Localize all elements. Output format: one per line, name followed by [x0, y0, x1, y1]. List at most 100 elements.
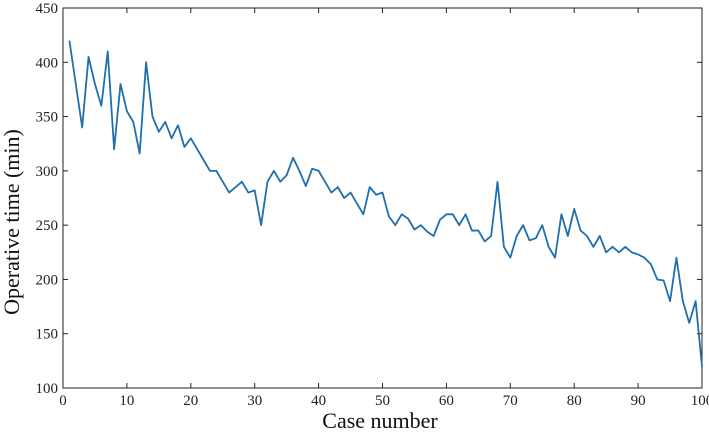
data-point — [618, 251, 620, 253]
data-point — [471, 230, 473, 232]
data-point — [331, 192, 333, 194]
data-point — [222, 181, 224, 183]
data-point — [446, 213, 448, 215]
data-point — [433, 235, 435, 237]
data-point — [184, 146, 186, 148]
data-point — [644, 257, 646, 259]
x-tick-label: 30 — [247, 393, 262, 409]
data-point — [209, 170, 211, 172]
data-point — [94, 83, 96, 85]
data-point — [637, 254, 639, 256]
data-point — [394, 224, 396, 226]
data-point — [286, 174, 288, 176]
data-point — [241, 181, 243, 183]
data-point — [139, 153, 141, 155]
data-point — [81, 127, 83, 129]
data-point — [631, 251, 633, 253]
data-point — [586, 235, 588, 237]
data-point — [350, 192, 352, 194]
data-point — [203, 159, 205, 161]
series-line — [68, 40, 703, 367]
y-axis-title: Operative time (min) — [0, 129, 24, 315]
data-point — [279, 181, 281, 183]
data-point — [324, 181, 326, 183]
data-point — [529, 240, 531, 242]
data-point — [535, 237, 537, 239]
data-point — [554, 257, 556, 259]
data-point — [478, 230, 480, 232]
y-tick-label: 300 — [36, 164, 59, 180]
x-tick-label: 80 — [567, 393, 582, 409]
data-point — [510, 257, 512, 259]
data-point — [120, 83, 122, 85]
data-point — [682, 300, 684, 302]
data-point — [260, 224, 262, 226]
data-point — [573, 208, 575, 210]
data-point — [171, 137, 173, 139]
y-tick-label: 400 — [36, 55, 59, 71]
data-point — [145, 61, 147, 63]
x-tick-label: 50 — [375, 393, 390, 409]
data-point — [465, 213, 467, 215]
data-point — [548, 246, 550, 248]
data-point — [292, 157, 294, 159]
data-point — [299, 170, 301, 172]
data-point — [382, 192, 384, 194]
y-tick-label: 150 — [36, 327, 59, 343]
data-point — [69, 40, 71, 42]
data-point — [369, 186, 371, 188]
data-point — [152, 116, 154, 118]
data-point — [497, 181, 499, 183]
data-point — [688, 322, 690, 324]
x-tick-label: 0 — [59, 393, 67, 409]
data-point — [522, 224, 524, 226]
data-point — [132, 121, 134, 123]
plot-frame — [62, 7, 703, 389]
data-point — [343, 197, 345, 199]
data-point — [484, 241, 486, 243]
y-tick-label: 450 — [36, 1, 59, 17]
data-point — [101, 105, 103, 107]
x-tick-label: 70 — [503, 393, 518, 409]
data-point — [426, 231, 428, 233]
x-tick-label: 100 — [691, 393, 709, 409]
data-point — [567, 235, 569, 237]
data-point — [388, 216, 390, 218]
data-point — [235, 186, 237, 188]
data-point — [516, 235, 518, 237]
data-point — [561, 213, 563, 215]
data-point — [401, 213, 403, 215]
data-point — [216, 170, 218, 172]
data-point — [541, 224, 543, 226]
data-point — [248, 192, 250, 194]
data-point — [107, 51, 109, 53]
data-point — [458, 224, 460, 226]
data-point — [311, 168, 313, 170]
x-tick-label: 20 — [183, 393, 198, 409]
data-point — [88, 56, 90, 58]
x-tick-label: 10 — [119, 393, 134, 409]
data-point — [669, 300, 671, 302]
data-point — [605, 251, 607, 253]
data-point — [452, 213, 454, 215]
x-tick-label: 40 — [311, 393, 326, 409]
data-point — [273, 170, 275, 172]
y-tick-label: 350 — [36, 110, 59, 126]
data-point — [490, 235, 492, 237]
data-point — [503, 246, 505, 248]
data-point — [439, 219, 441, 221]
data-point — [676, 257, 678, 259]
data-point — [363, 213, 365, 215]
x-axis-title: Case number — [322, 408, 438, 433]
data-point — [593, 246, 595, 248]
data-point — [656, 279, 658, 281]
data-point — [625, 246, 627, 248]
data-point — [414, 229, 416, 231]
data-point — [158, 131, 160, 133]
data-point — [580, 230, 582, 232]
data-point — [305, 185, 307, 187]
data-point — [190, 137, 192, 139]
data-point — [228, 192, 230, 194]
data-point — [164, 121, 166, 123]
